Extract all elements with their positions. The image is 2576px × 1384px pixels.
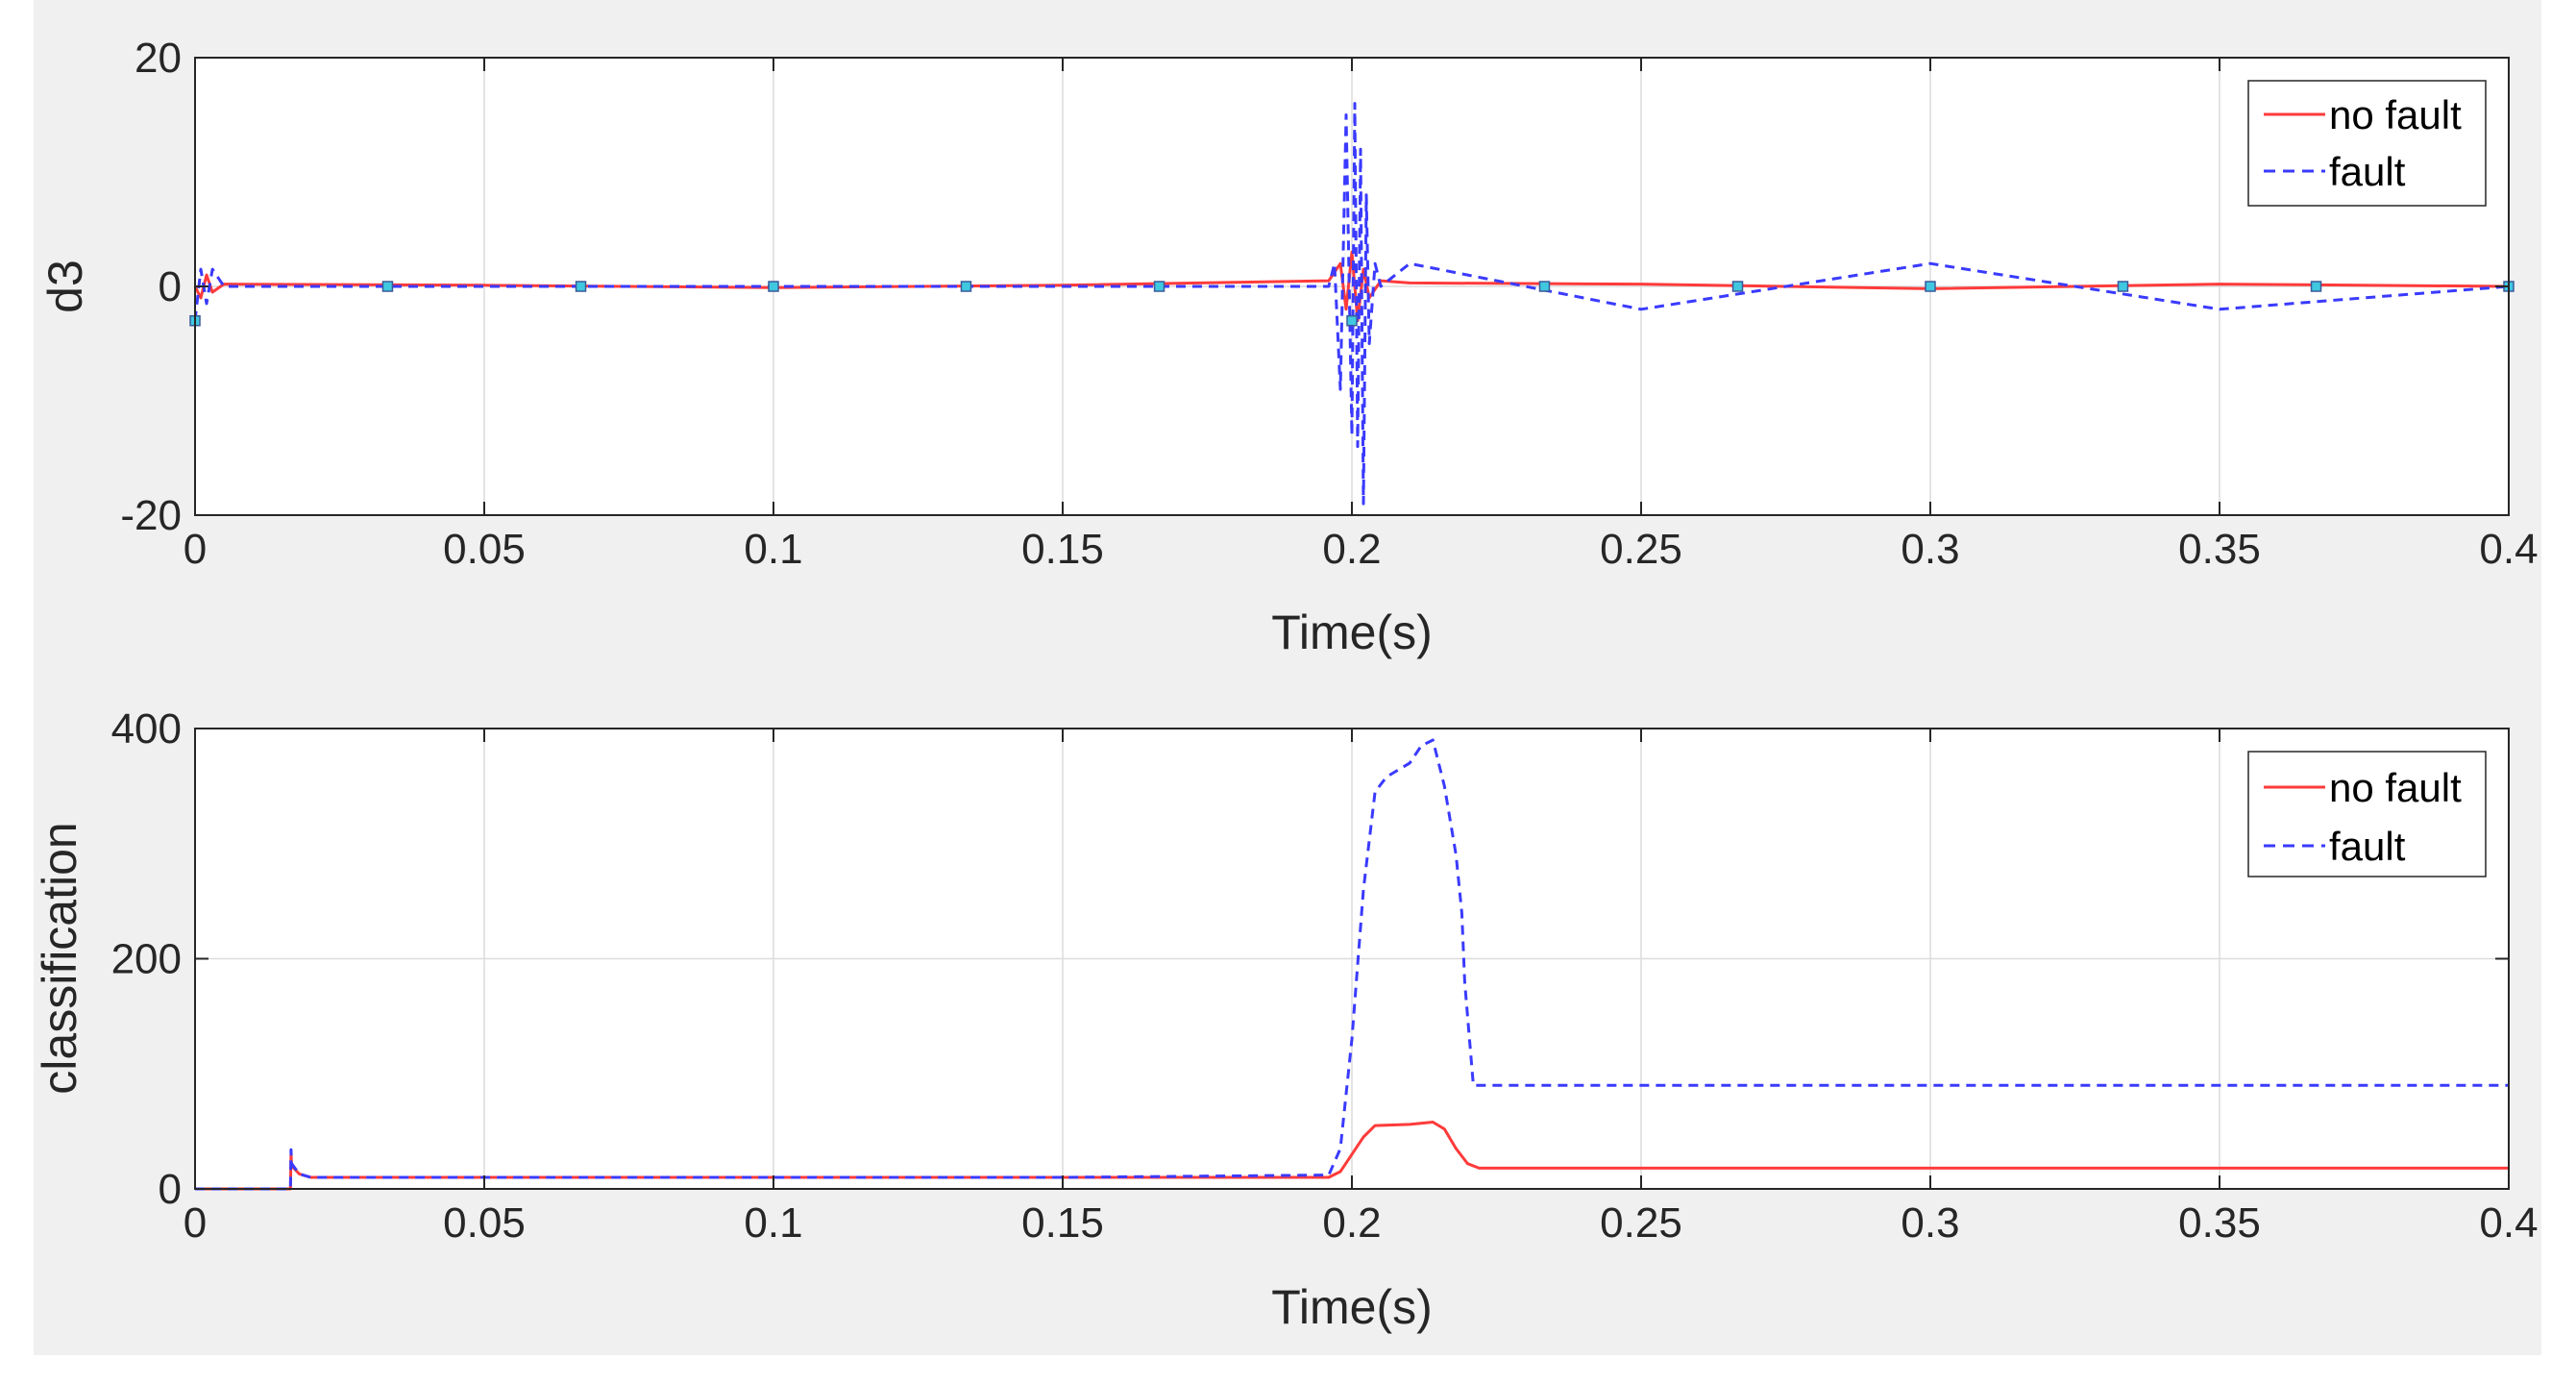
- x-tick-label: 0.05: [443, 526, 526, 573]
- bottom-plot-legend: no fault fault: [2247, 751, 2487, 877]
- y-tick-label: 20: [135, 35, 182, 82]
- y-tick-label: 200: [111, 936, 182, 983]
- legend-box: [2247, 80, 2487, 207]
- x-tick-label: 0.15: [1021, 1199, 1104, 1247]
- bottom-plot-series: [195, 738, 2509, 1191]
- x-tick-label: 0.25: [1600, 526, 1682, 573]
- top-plot-legend: no fault fault: [2247, 80, 2487, 207]
- sample-marker: [2117, 281, 2129, 292]
- top-plot-series: [193, 102, 2510, 506]
- bottom-plot-xlabel: Time(s): [1271, 1280, 1433, 1334]
- sample-marker: [1731, 281, 1744, 292]
- x-tick-label: 0: [184, 1199, 207, 1247]
- x-tick-label: 0.4: [2479, 526, 2538, 573]
- sample-marker: [960, 281, 972, 292]
- top-plot-ylabel: d3: [38, 260, 92, 313]
- x-tick-label: 0.4: [2479, 1199, 2538, 1247]
- sample-marker: [2310, 281, 2322, 292]
- x-tick-label: 0.1: [744, 526, 802, 573]
- bottom-plot-axes: 0 0.05 0.1 0.15 0.2 0.25 0.3 0.35 0.4 0 200 400 Tim…: [33, 705, 2539, 1334]
- y-tick-label: 0: [159, 1166, 182, 1213]
- y-tick-label: 0: [159, 263, 182, 310]
- legend-label-no-fault: no fault: [2329, 765, 2462, 810]
- sample-marker: [575, 281, 587, 292]
- x-tick-label: 0.15: [1021, 526, 1104, 573]
- x-tick-label: 0.05: [443, 1199, 526, 1247]
- sample-marker: [381, 281, 394, 292]
- x-tick-label: 0.2: [1322, 1199, 1381, 1247]
- x-tick-label: 0.1: [744, 1199, 802, 1247]
- series-line-fault: [193, 102, 2510, 506]
- bottom-plot-ticks: 0 0.05 0.1 0.15 0.2 0.25 0.3 0.35 0.4 0 200 400: [111, 705, 2539, 1247]
- sample-marker: [1346, 314, 1358, 327]
- x-tick-label: 0.3: [1901, 526, 1959, 573]
- sample-marker: [768, 281, 779, 292]
- y-tick-label: -20: [120, 492, 182, 539]
- series-line-no-fault: [193, 250, 2510, 323]
- x-tick-label: 0.25: [1600, 1199, 1682, 1247]
- legend-label-no-fault: no fault: [2329, 92, 2462, 137]
- series-line-no-fault: [195, 1121, 2509, 1191]
- sample-marker: [1925, 281, 1936, 292]
- x-tick-label: 0: [184, 526, 207, 573]
- top-plot-xlabel: Time(s): [1271, 606, 1433, 659]
- legend-label-fault: fault: [2329, 824, 2406, 869]
- legend-box: [2247, 751, 2487, 877]
- x-tick-label: 0.35: [2178, 526, 2261, 573]
- sample-marker: [1153, 281, 1165, 292]
- x-tick-label: 0.35: [2178, 1199, 2261, 1247]
- y-tick-label: 400: [111, 705, 182, 753]
- bottom-plot-ylabel: classification: [33, 822, 86, 1094]
- x-tick-label: 0.2: [1322, 526, 1381, 573]
- legend-label-fault: fault: [2329, 149, 2406, 194]
- x-tick-label: 0.3: [1901, 1199, 1959, 1247]
- sample-marker: [1538, 281, 1551, 292]
